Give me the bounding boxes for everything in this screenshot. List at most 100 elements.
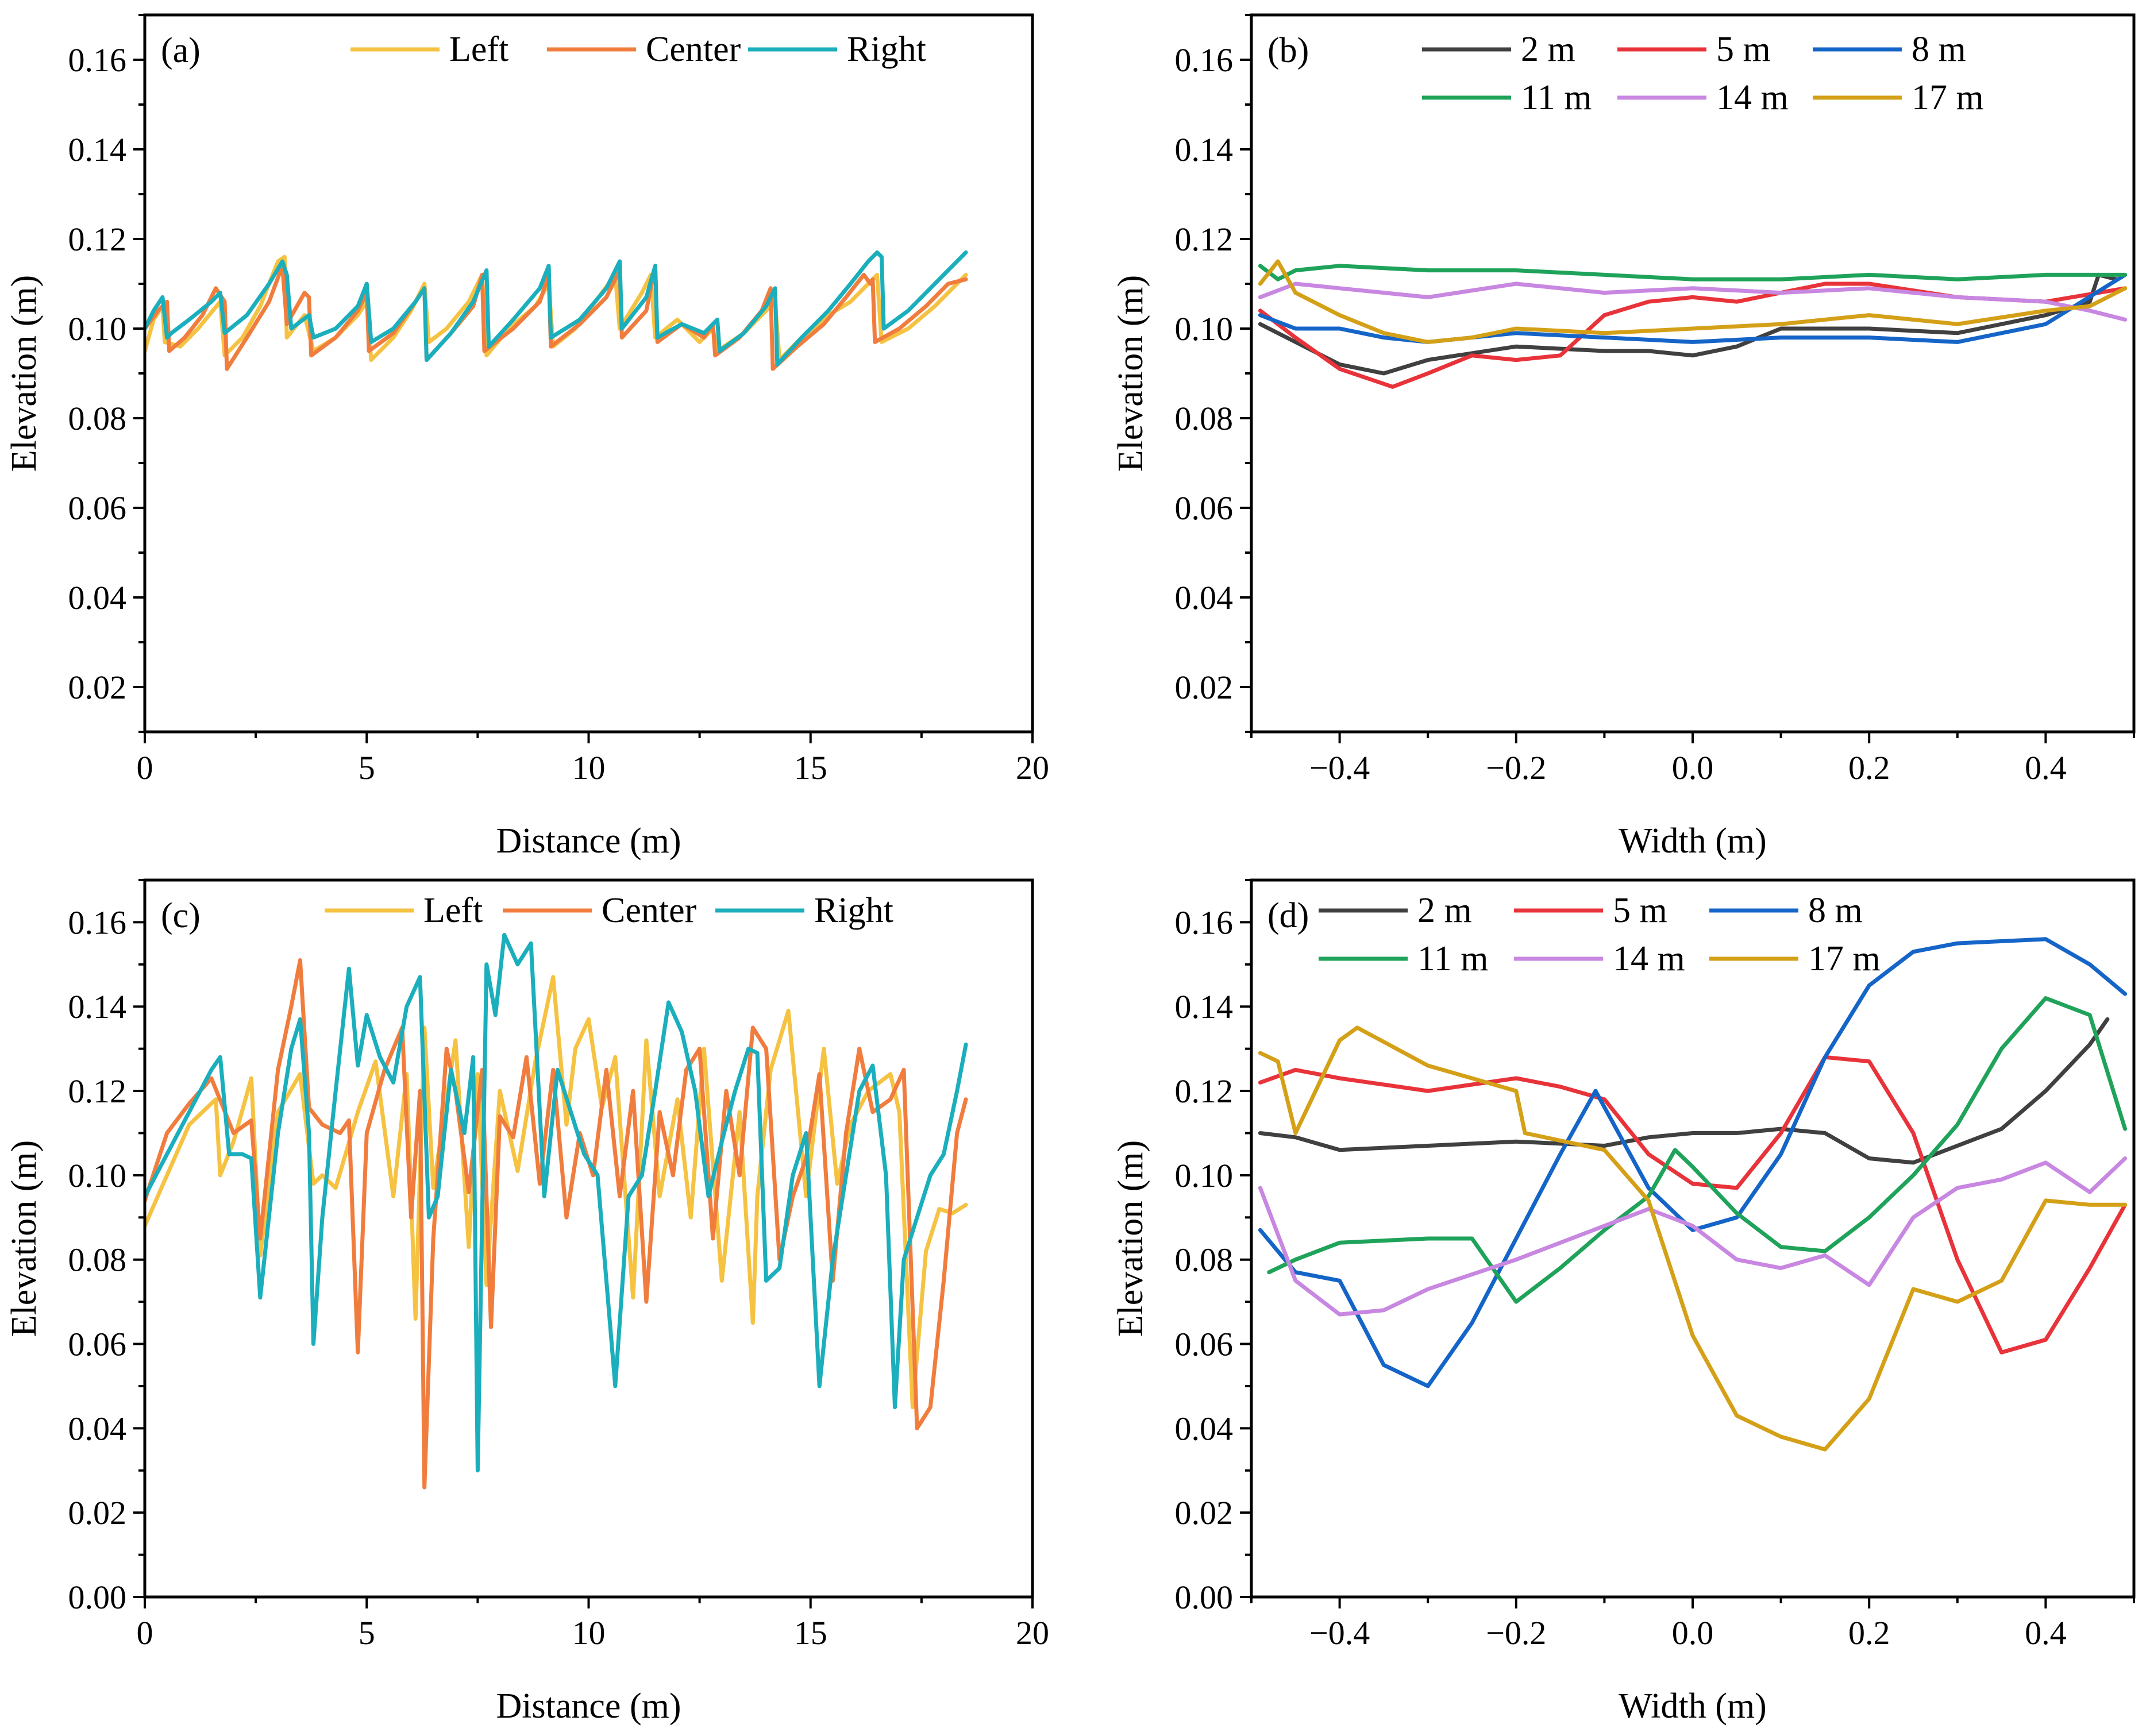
legend-label: 8 m bbox=[1912, 30, 1966, 69]
y-tick-label: 0.16 bbox=[68, 904, 127, 941]
y-tick-label: 0.14 bbox=[68, 988, 127, 1025]
y-tick-label: 0.12 bbox=[68, 1073, 127, 1110]
y-tick-label: 0.00 bbox=[1175, 1579, 1234, 1616]
y-tick-label: 0.02 bbox=[1175, 1494, 1234, 1531]
x-axis-title: Width (m) bbox=[1619, 1687, 1767, 1726]
x-tick-label: 0.2 bbox=[1848, 1614, 1890, 1652]
legend-label: 11 m bbox=[1521, 78, 1592, 117]
y-tick-label: 0.12 bbox=[68, 221, 127, 258]
x-tick-label: 0.4 bbox=[2025, 1614, 2067, 1652]
legend-label: 14 m bbox=[1716, 78, 1789, 117]
y-tick-label: 0.16 bbox=[1175, 904, 1234, 941]
y-tick-label: 0.00 bbox=[68, 1579, 127, 1616]
x-tick-label: 0.4 bbox=[2025, 749, 2067, 786]
y-tick-label: 0.06 bbox=[1175, 489, 1234, 527]
series-line-right bbox=[145, 250, 968, 367]
legend-label: 5 m bbox=[1716, 30, 1771, 69]
series-line-right bbox=[145, 932, 968, 1473]
y-tick-label: 0.16 bbox=[68, 41, 127, 79]
legend-label: 14 m bbox=[1613, 939, 1685, 978]
panel-label: (d) bbox=[1267, 896, 1309, 935]
x-tick-label: 20 bbox=[1016, 749, 1049, 786]
legend-label: 11 m bbox=[1417, 939, 1488, 978]
y-tick-label: 0.08 bbox=[1175, 400, 1234, 437]
x-tick-label: −0.2 bbox=[1486, 749, 1546, 786]
y-tick-label: 0.06 bbox=[68, 1326, 127, 1363]
panel-c: 0 5 10 15 20 0.00 0.02 0.04 0.06 0.08 0.10 0.12 0.14… bbox=[5, 878, 1049, 1726]
x-tick-label: −0.2 bbox=[1486, 1614, 1546, 1652]
legend-label: Center bbox=[646, 30, 741, 69]
y-tick-label: 0.14 bbox=[68, 131, 127, 168]
x-tick-label: 0.0 bbox=[1672, 1614, 1714, 1652]
x-tick-label: 0 bbox=[137, 749, 153, 786]
y-tick-label: 0.08 bbox=[68, 1241, 127, 1279]
series-line-17-m bbox=[1258, 1025, 2128, 1452]
x-axis-title: Distance (m) bbox=[496, 821, 681, 861]
x-tick-label: 0.2 bbox=[1848, 749, 1890, 786]
legend-label: 17 m bbox=[1912, 78, 1984, 117]
y-tick-label: 0.14 bbox=[1175, 988, 1234, 1025]
y-tick-label: 0.04 bbox=[1175, 1410, 1234, 1447]
y-tick-label: 0.12 bbox=[1175, 221, 1234, 258]
y-tick-label: 0.06 bbox=[68, 489, 127, 527]
x-tick-label: 15 bbox=[794, 1614, 827, 1652]
series-line-11-m bbox=[1258, 264, 2128, 281]
legend-label: Right bbox=[847, 30, 926, 69]
x-tick-label: −0.4 bbox=[1309, 749, 1370, 786]
y-tick-label: 0.10 bbox=[1175, 310, 1234, 348]
legend-label: 8 m bbox=[1808, 891, 1863, 930]
legend-label: 2 m bbox=[1417, 891, 1472, 930]
series-line-left bbox=[145, 975, 968, 1410]
y-tick-label: 0.02 bbox=[1175, 669, 1234, 706]
series-line-14-m bbox=[1258, 1156, 2128, 1317]
panel-b: −0.4 −0.2 0.0 0.2 0.4 0.02 0.04 0.06 0.08 0.10 0.1… bbox=[1111, 13, 2136, 861]
series-line-8-m bbox=[1258, 272, 2128, 344]
x-tick-label: −0.4 bbox=[1309, 1614, 1370, 1652]
y-tick-label: 0.10 bbox=[1175, 1157, 1234, 1194]
y-tick-label: 0.02 bbox=[68, 1494, 127, 1531]
series-line-17-m bbox=[1258, 259, 2128, 344]
legend-label: 17 m bbox=[1808, 939, 1881, 978]
series-line-center bbox=[145, 264, 968, 371]
x-tick-label: 0 bbox=[137, 1614, 153, 1652]
y-tick-label: 0.06 bbox=[1175, 1326, 1234, 1363]
series-line-11-m bbox=[1267, 996, 2128, 1304]
y-axis-title: Elevation (m) bbox=[5, 275, 44, 472]
y-axis-title: Elevation (m) bbox=[1111, 1140, 1150, 1337]
x-axis-title: Distance (m) bbox=[496, 1687, 681, 1726]
x-tick-label: 10 bbox=[572, 749, 606, 786]
x-tick-label: 5 bbox=[359, 1614, 375, 1652]
series-line-2-m bbox=[1258, 1017, 2110, 1165]
x-tick-label: 20 bbox=[1016, 1614, 1049, 1652]
y-tick-label: 0.04 bbox=[68, 1410, 127, 1447]
legend-label: Center bbox=[602, 891, 697, 930]
panel-d: −0.4 −0.2 0.0 0.2 0.4 0.00 0.02 0.04 0.06 0.08 0.1… bbox=[1111, 878, 2136, 1726]
y-axis-title: Elevation (m) bbox=[1111, 275, 1150, 472]
panel-label: (b) bbox=[1267, 31, 1309, 70]
legend-label: Right bbox=[814, 891, 893, 930]
legend-label: Left bbox=[423, 891, 483, 930]
plot-frame bbox=[143, 878, 1034, 1599]
series-line-5-m bbox=[1258, 281, 2128, 389]
y-axis-title: Elevation (m) bbox=[5, 1140, 44, 1337]
x-axis-title: Width (m) bbox=[1619, 821, 1767, 861]
x-tick-label: 15 bbox=[794, 749, 827, 786]
y-tick-label: 0.02 bbox=[68, 669, 127, 706]
series-line-8-m bbox=[1258, 937, 2128, 1388]
y-tick-label: 0.16 bbox=[1175, 41, 1234, 79]
x-tick-label: 10 bbox=[572, 1614, 606, 1652]
panel-label: (c) bbox=[161, 896, 201, 935]
legend-label: 5 m bbox=[1613, 891, 1667, 930]
y-tick-label: 0.14 bbox=[1175, 131, 1234, 168]
y-tick-label: 0.04 bbox=[68, 579, 127, 616]
y-tick-label: 0.10 bbox=[68, 310, 127, 348]
y-tick-label: 0.04 bbox=[1175, 579, 1234, 616]
legend-label: Left bbox=[449, 30, 508, 69]
y-tick-label: 0.08 bbox=[1175, 1241, 1234, 1279]
y-tick-label: 0.10 bbox=[68, 1157, 127, 1194]
plot-frame bbox=[1250, 878, 2136, 1599]
series-line-center bbox=[145, 958, 968, 1490]
y-tick-label: 0.08 bbox=[68, 400, 127, 437]
